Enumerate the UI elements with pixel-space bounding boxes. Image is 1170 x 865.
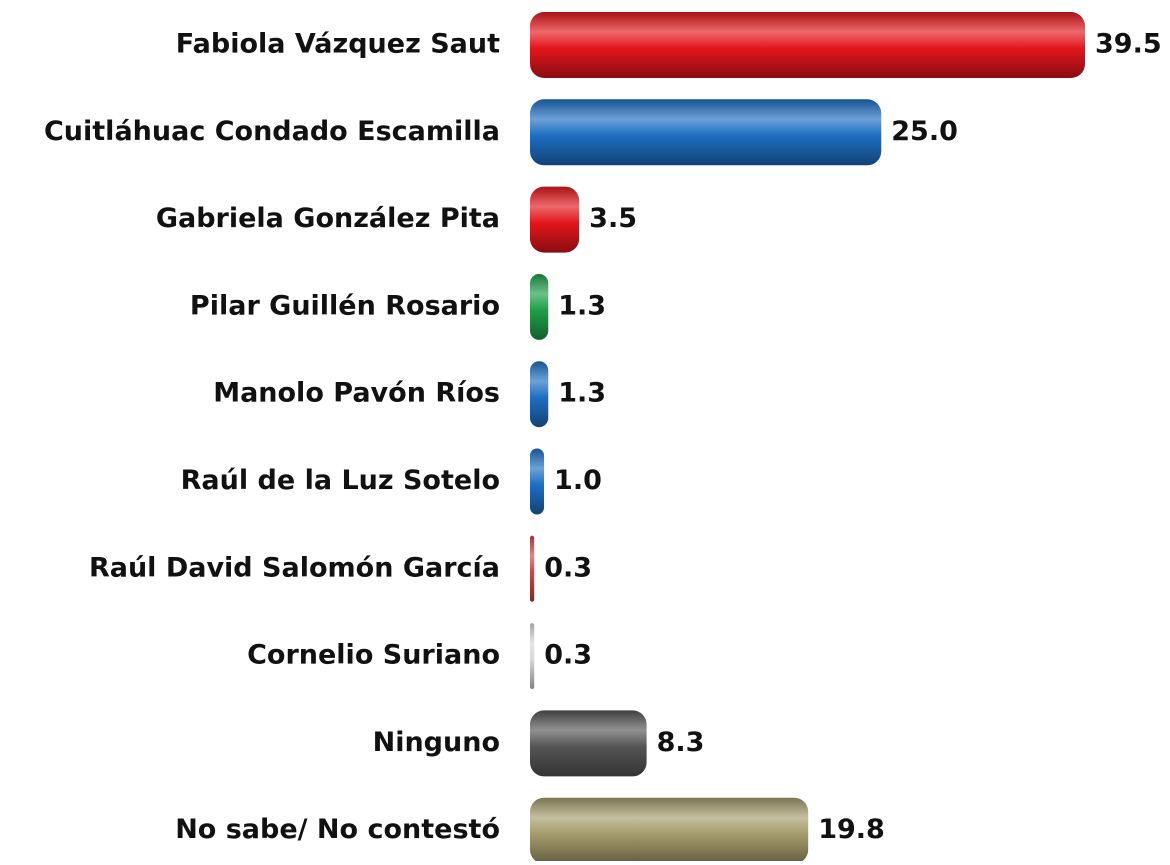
category-label: No sabe/ No contestó bbox=[175, 814, 500, 845]
value-label: 0.3 bbox=[544, 640, 592, 671]
category-label: Cornelio Suriano bbox=[247, 640, 500, 671]
value-label: 1.0 bbox=[554, 465, 602, 496]
value-label: 1.3 bbox=[558, 290, 606, 321]
bar bbox=[530, 273, 549, 340]
value-label: 0.3 bbox=[544, 552, 592, 583]
bar bbox=[530, 797, 809, 864]
category-label: Fabiola Vázquez Saut bbox=[176, 29, 500, 60]
bar bbox=[530, 186, 580, 253]
value-label: 1.3 bbox=[558, 378, 606, 409]
category-label: Gabriela González Pita bbox=[156, 203, 500, 234]
bar bbox=[530, 623, 535, 690]
value-label: 39.5 bbox=[1095, 29, 1162, 60]
category-label: Pilar Guillén Rosario bbox=[190, 290, 500, 321]
category-label: Raúl David Salomón García bbox=[89, 552, 500, 583]
value-label: 3.5 bbox=[589, 203, 637, 234]
category-label: Raúl de la Luz Sotelo bbox=[181, 465, 500, 496]
bar bbox=[530, 99, 882, 166]
bar bbox=[530, 710, 647, 777]
category-label: Ninguno bbox=[373, 727, 500, 758]
category-label: Cuitláhuac Condado Escamilla bbox=[44, 116, 500, 147]
value-label: 25.0 bbox=[891, 116, 958, 147]
value-label: 8.3 bbox=[657, 727, 705, 758]
category-label: Manolo Pavón Ríos bbox=[213, 378, 500, 409]
bar bbox=[530, 361, 549, 428]
bar bbox=[530, 448, 545, 515]
bar bbox=[530, 12, 1085, 78]
bar bbox=[530, 535, 535, 602]
value-label: 19.8 bbox=[818, 814, 885, 845]
